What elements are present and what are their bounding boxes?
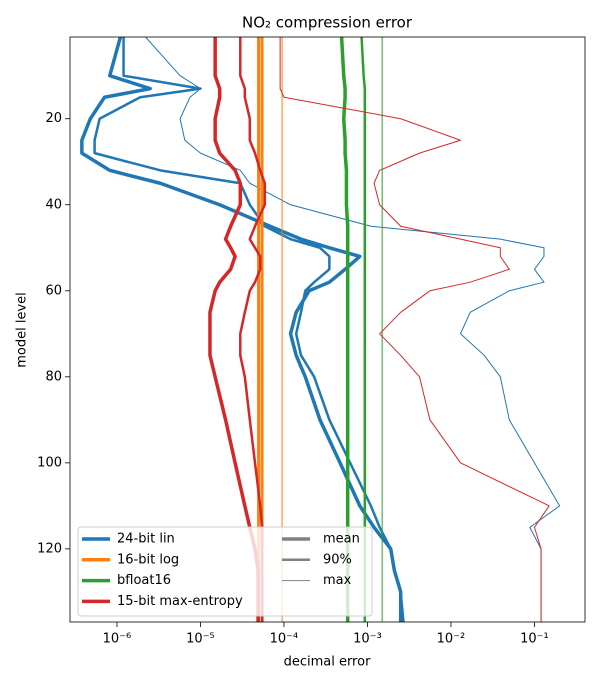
y-tick-label: 80 (45, 369, 62, 384)
y-tick-label: 40 (45, 197, 62, 212)
y-tick-label: 60 (45, 283, 62, 298)
x-tick-label: 10⁻² (437, 632, 466, 647)
axes-frame (69, 36, 586, 623)
legend-label: 90% (323, 552, 352, 567)
y-tick-label: 100 (37, 455, 62, 470)
x-tick-label: 10⁻⁵ (186, 632, 215, 647)
legend: 24-bit lin 16-bit log bfloat16 15-bit max-e… (77, 526, 373, 617)
y-tick-label: 20 (45, 111, 62, 126)
x-tick-label: 10⁻⁴ (270, 632, 299, 647)
legend-label: mean (323, 532, 360, 547)
legend-label: bfloat16 (117, 573, 171, 588)
legend-label: 24-bit lin (117, 532, 175, 547)
legend-label: 16-bit log (117, 552, 179, 567)
x-axis-label: decimal error (284, 655, 372, 670)
legend-label: 15-bit max-entropy (117, 594, 243, 609)
series-line (145, 37, 561, 622)
series-line (360, 37, 367, 622)
x-tick-label: 10⁻⁶ (103, 632, 132, 647)
series-line (93, 37, 405, 622)
chart-title: NO₂ compression error (242, 14, 413, 32)
series-line (339, 37, 350, 622)
legend-box (77, 526, 373, 617)
plot-area (80, 37, 561, 622)
series-line (208, 37, 260, 622)
y-axis-label: model level (15, 292, 30, 368)
x-tick-label: 10⁻¹ (520, 632, 549, 647)
series-line (239, 37, 267, 622)
legend-label: max (323, 573, 352, 588)
x-tick-label: 10⁻³ (353, 632, 382, 647)
series-line (279, 37, 550, 622)
y-tick-label: 120 (37, 541, 62, 556)
